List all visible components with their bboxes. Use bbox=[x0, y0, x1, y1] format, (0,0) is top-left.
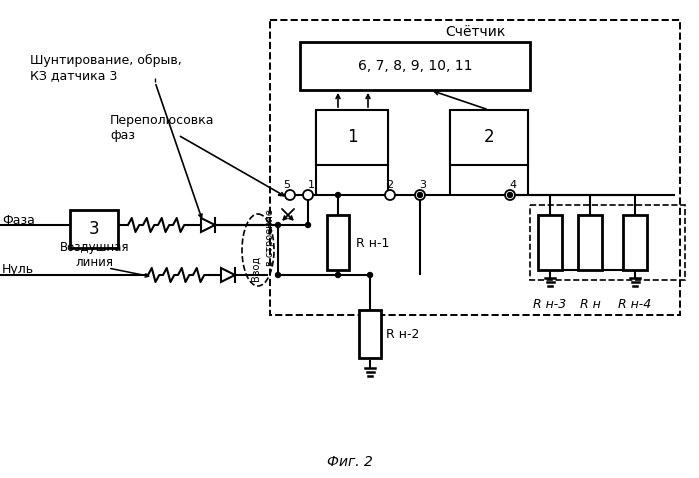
Circle shape bbox=[417, 193, 422, 197]
Text: R н-1: R н-1 bbox=[356, 237, 389, 250]
Circle shape bbox=[305, 222, 310, 228]
Circle shape bbox=[275, 272, 280, 278]
Circle shape bbox=[385, 190, 395, 200]
Bar bbox=[270, 20, 680, 315]
Text: 6, 7, 8, 9, 10, 11: 6, 7, 8, 9, 10, 11 bbox=[358, 59, 473, 73]
Text: R н: R н bbox=[579, 298, 600, 311]
Circle shape bbox=[368, 272, 373, 278]
Bar bbox=[450, 110, 528, 165]
Bar bbox=[359, 310, 381, 358]
Circle shape bbox=[285, 190, 295, 200]
Bar bbox=[300, 42, 530, 90]
Text: 2: 2 bbox=[484, 129, 494, 146]
Text: Шунтирование, обрыв,
КЗ датчика 3: Шунтирование, обрыв, КЗ датчика 3 bbox=[30, 54, 182, 82]
Text: Воздушная
линия: Воздушная линия bbox=[60, 241, 130, 269]
Circle shape bbox=[336, 193, 340, 197]
Circle shape bbox=[303, 190, 313, 200]
Polygon shape bbox=[201, 218, 215, 232]
Text: Счётчик: Счётчик bbox=[445, 25, 505, 39]
Text: Ввод: Ввод bbox=[251, 255, 261, 281]
Text: 1: 1 bbox=[308, 180, 315, 190]
Text: 3: 3 bbox=[89, 220, 99, 238]
Text: 1: 1 bbox=[347, 129, 357, 146]
Text: 2: 2 bbox=[387, 180, 394, 190]
Text: 4: 4 bbox=[510, 180, 517, 190]
Text: R н-2: R н-2 bbox=[386, 327, 419, 340]
Text: Переполюсовка
фаз: Переполюсовка фаз bbox=[110, 114, 215, 142]
Bar bbox=[327, 215, 349, 270]
Bar bbox=[538, 215, 562, 270]
Bar bbox=[316, 110, 388, 165]
Polygon shape bbox=[221, 268, 235, 282]
Text: в строение: в строение bbox=[265, 209, 275, 266]
Bar bbox=[70, 210, 118, 248]
Circle shape bbox=[505, 190, 515, 200]
Text: Фиг. 2: Фиг. 2 bbox=[327, 455, 373, 469]
Circle shape bbox=[415, 190, 425, 200]
Circle shape bbox=[336, 272, 340, 278]
Text: R н-3: R н-3 bbox=[533, 298, 567, 311]
Circle shape bbox=[275, 222, 280, 228]
Bar bbox=[578, 215, 602, 270]
Text: Нуль: Нуль bbox=[2, 263, 34, 276]
Text: Фаза: Фаза bbox=[2, 214, 35, 227]
Bar bbox=[530, 205, 685, 280]
Text: R н-4: R н-4 bbox=[619, 298, 651, 311]
Text: 5: 5 bbox=[284, 180, 291, 190]
Circle shape bbox=[507, 193, 512, 197]
Text: 3: 3 bbox=[419, 180, 426, 190]
Bar bbox=[623, 215, 647, 270]
